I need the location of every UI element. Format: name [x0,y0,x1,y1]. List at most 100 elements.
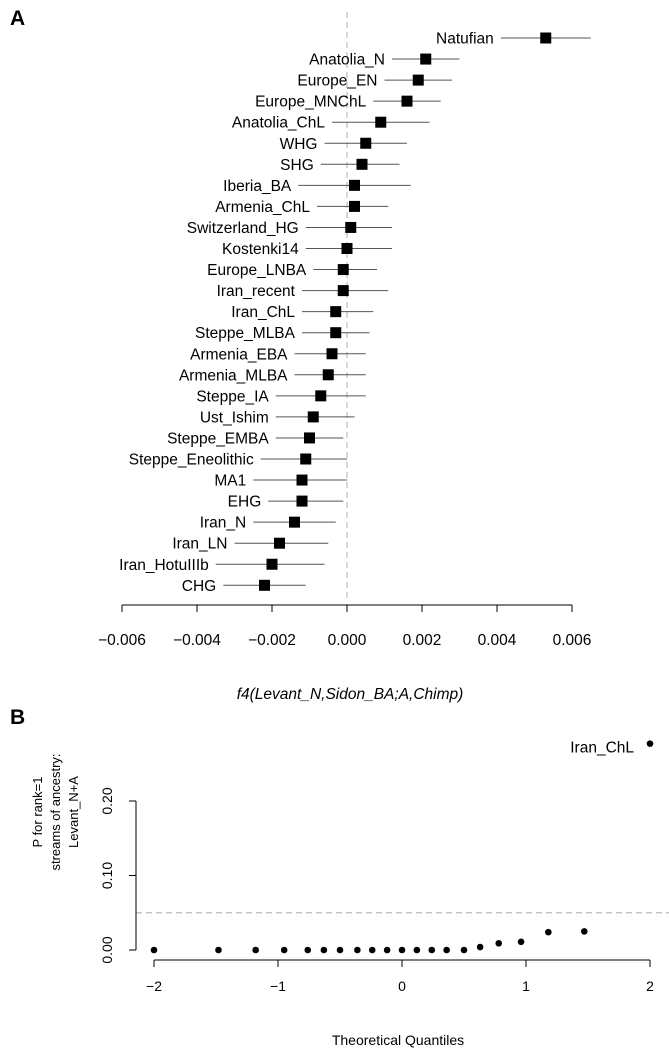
population-label: Steppe_EMBA [167,430,269,447]
point-estimate-marker [345,221,357,233]
panel-b-letter: B [10,706,25,729]
point-estimate-marker [330,306,342,318]
qq-point [476,943,484,951]
point-estimate-marker [349,200,360,212]
point-estimate-marker [296,495,308,507]
point-estimate-marker [304,432,315,444]
point-estimate-marker [266,558,278,570]
qq-point [460,946,468,954]
population-label: CHG [182,578,216,595]
qq-point [150,946,158,954]
point-estimate-marker [322,369,334,381]
x-tick-label: −0.004 [173,632,221,649]
y-tick-label: 0.10 [99,862,115,889]
y-axis-title-line: P for rank=1 [30,777,45,848]
population-label: Anatolia_ChL [232,115,325,132]
population-label: Iran_recent [217,283,296,300]
population-label: MA1 [214,473,246,490]
qq-plot: 0.00 0.10 0.20 −2 −1 0 1 2 Theoretical Quantiles… [30,740,669,1048]
y-axis-title-line: Levant_N+A [66,776,81,848]
x-tick-label: 0.002 [403,632,442,649]
population-label: Iberia_BA [223,178,292,195]
x-tick-label: 1 [522,978,530,994]
qq-point [215,946,222,954]
population-label: Iran_HotuIIIb [119,557,209,574]
qq-point-label: Iran_ChL [570,740,634,757]
x-tick-label: 0.000 [328,632,367,649]
point-estimate-marker [259,579,270,591]
population-label: Armenia_EBA [190,346,288,363]
qq-point [280,946,288,954]
point-estimate-marker [420,53,432,65]
point-estimate-marker [540,32,552,44]
point-estimate-marker [349,179,360,191]
population-label: Kostenki14 [222,241,299,258]
qq-point [368,946,376,954]
qq-point [443,946,450,954]
x-tick-label: −1 [270,978,286,994]
qq-point [580,928,588,935]
population-label: Europe_LNBA [207,262,307,279]
qq-point [413,946,421,954]
qq-point [646,740,654,747]
qq-point [252,946,259,954]
population-label: SHG [280,157,314,174]
population-label: Europe_EN [297,73,377,90]
qq-point [398,946,406,954]
x-tick-label: −0.002 [248,632,296,649]
population-label: Steppe_IA [196,388,269,405]
forest-plot: Natufian Anatolia_N Europe_EN Europe_MNChL A… [98,12,591,703]
qq-point [495,939,503,947]
panel-a-letter: A [10,7,25,30]
point-estimate-marker [337,264,349,276]
point-estimate-marker [341,243,353,254]
point-estimate-marker [356,158,368,170]
qq-point [383,946,391,954]
point-estimate-marker [315,390,327,402]
qq-point [304,946,312,954]
population-label: Iran_LN [172,536,227,553]
x-tick-label: 0 [398,978,406,994]
point-estimate-marker [296,474,308,486]
x-axis-title: Theoretical Quantiles [332,1032,464,1048]
point-estimate-marker [300,453,312,465]
x-tick-label: −0.006 [98,632,146,649]
x-axis-title: f4(Levant_N,Sidon_BA;A,Chimp) [237,686,464,703]
population-label: Ust_Ishim [200,409,269,426]
population-label: Armenia_ChL [215,199,310,216]
population-label: Iran_ChL [231,304,295,321]
population-label: Europe_MNChL [255,94,367,111]
qq-point [517,938,525,946]
qq-point [354,946,361,954]
point-estimate-marker [326,348,338,360]
y-tick-label: 0.20 [99,787,115,814]
population-label: Armenia_MLBA [179,367,288,384]
x-tick-label: 2 [646,978,654,994]
point-estimate-marker [337,285,349,297]
point-estimate-marker [330,327,342,339]
point-estimate-marker [401,95,413,107]
point-estimate-marker [289,516,300,528]
x-tick-label: 0.004 [478,632,517,649]
point-estimate-marker [412,74,424,86]
qq-point [336,946,344,954]
population-label: Natufian [436,31,494,48]
y-axis-title-line: streams of ancestry: [48,753,63,870]
qq-point [428,946,436,954]
population-label: WHG [280,136,318,153]
population-label: EHG [228,494,262,511]
x-tick-label: 0.006 [553,632,592,649]
population-label: Steppe_MLBA [195,325,296,342]
point-estimate-marker [274,537,285,549]
population-label: Anatolia_N [309,52,385,69]
y-tick-label: 0.00 [99,936,115,963]
qq-point [545,928,552,936]
population-label: Switzerland_HG [187,220,299,237]
point-estimate-marker [307,411,319,423]
point-estimate-marker [375,116,387,128]
qq-point [320,946,328,954]
point-estimate-marker [360,137,372,149]
population-label: Iran_N [200,515,247,532]
population-label: Steppe_Eneolithic [129,452,254,469]
